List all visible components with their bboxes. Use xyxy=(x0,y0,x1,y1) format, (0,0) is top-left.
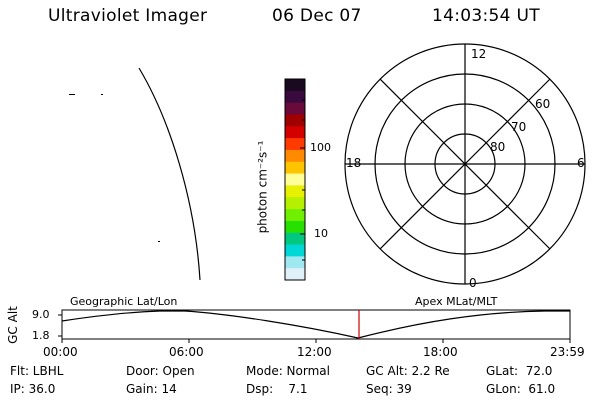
colorbar-segment xyxy=(285,79,305,92)
timeline-left-caption: Geographic Lat/Lon xyxy=(70,295,178,308)
colorbar-segment xyxy=(285,268,305,281)
polar-lat-label: 70 xyxy=(511,120,527,134)
polar-label-0: 0 xyxy=(469,276,477,290)
colorbar-segment xyxy=(285,149,305,163)
colorbar-segment xyxy=(285,256,305,269)
timeline-xtick-label: 23:59 xyxy=(550,345,585,359)
timeline-xtick-label: 12:00 xyxy=(297,345,332,359)
colorbar-segment xyxy=(285,102,305,116)
polar-lat-label: 80 xyxy=(490,140,506,154)
status-mode: Mode: Normal xyxy=(246,364,330,378)
date-label: 06 Dec 07 xyxy=(272,6,362,26)
colorbar xyxy=(285,79,305,281)
image-speck xyxy=(101,94,103,95)
timeline-xtick-label: 00:00 xyxy=(43,345,78,359)
status-gc-alt: GC Alt: 2.2 Re xyxy=(366,364,450,378)
colorbar-segment xyxy=(285,197,305,210)
colorbar-tick-label: 10 xyxy=(314,227,328,240)
colorbar-segment xyxy=(285,114,305,127)
colorbar-unit-label: photon cm⁻²s⁻¹ xyxy=(255,140,270,234)
status-filter: Flt: LBHL xyxy=(10,364,64,378)
status-ip: IP: 36.0 xyxy=(10,382,56,396)
polar-label-6: 6 xyxy=(577,156,585,170)
limb-arc xyxy=(138,67,201,281)
timeline-axis-label: GC Alt xyxy=(5,306,20,344)
polar-label-18: 18 xyxy=(346,156,362,170)
colorbar-segment xyxy=(285,244,305,257)
colorbar-tick-label: 100 xyxy=(310,141,331,154)
timeline-xtick-label: 06:00 xyxy=(169,345,204,359)
status-seq: Seq: 39 xyxy=(366,382,412,396)
timeline-ytick-label: 9.0 xyxy=(32,308,50,321)
colorbar-segment xyxy=(285,138,305,151)
colorbar-segment xyxy=(285,209,305,222)
status-gain: Gain: 14 xyxy=(126,382,177,396)
timeline-right-caption: Apex MLat/MLT xyxy=(415,295,498,308)
polar-diagonal xyxy=(379,78,551,250)
polar-plot xyxy=(344,43,586,285)
time-label: 14:03:54 UT xyxy=(432,6,540,26)
timeline-xtick-label: 18:00 xyxy=(423,345,458,359)
colorbar-segment xyxy=(285,90,305,104)
status-dsp: Dsp: 7.1 xyxy=(246,382,308,396)
colorbar-segment xyxy=(285,126,305,139)
colorbar-segment xyxy=(285,173,305,187)
status-door: Door: Open xyxy=(126,364,195,378)
altitude-curve xyxy=(61,310,570,339)
image-speck xyxy=(69,94,75,95)
colorbar-segment xyxy=(285,185,305,198)
image-speck xyxy=(158,241,160,242)
polar-label-12: 12 xyxy=(471,47,487,61)
colorbar-segment xyxy=(285,161,305,175)
status-glon: GLon: 61.0 xyxy=(486,382,556,396)
timeline-ytick-label: 1.8 xyxy=(32,329,50,342)
polar-lat-label: 60 xyxy=(535,97,551,111)
colorbar-frame xyxy=(284,78,306,281)
instrument-title: Ultraviolet Imager xyxy=(48,6,208,26)
colorbar-segment xyxy=(285,220,305,234)
status-glat: GLat: 72.0 xyxy=(486,364,553,378)
colorbar-segment xyxy=(285,232,305,246)
